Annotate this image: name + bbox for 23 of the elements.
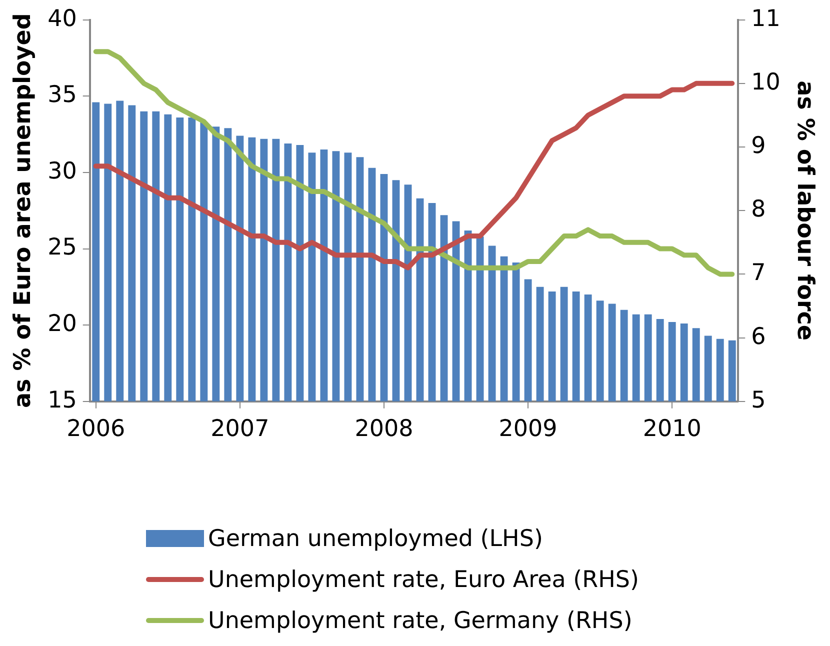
y2-tick-label: 11 — [751, 6, 780, 32]
y-tick-label: 40 — [48, 6, 77, 32]
y-tick-label: 35 — [48, 82, 77, 108]
x-tick-label: 2006 — [66, 416, 126, 442]
y-tick-label: 15 — [48, 387, 77, 414]
y-tick-label: 30 — [48, 158, 77, 184]
y2-tick-label: 8 — [751, 196, 766, 223]
y2-tick-label: 10 — [751, 69, 780, 96]
y2-tick-label: 5 — [751, 387, 766, 414]
x-tick-label: 2010 — [642, 416, 702, 442]
y2-tick-label: 9 — [751, 132, 766, 159]
y2-axis-title: as % of labour force — [792, 80, 818, 341]
legend-label: Unemployment rate, Euro Area (RHS) — [208, 566, 639, 592]
legend-label: Unemployment rate, Germany (RHS) — [208, 608, 632, 634]
legend-label: German unemploymed (LHS) — [208, 526, 543, 552]
y-tick-label: 20 — [48, 311, 77, 338]
x-tick-label: 2007 — [210, 416, 270, 442]
y-axis-title: as % of Euro area unemployed — [10, 13, 36, 408]
x-tick-label: 2008 — [354, 416, 414, 442]
x-tick-label: 2009 — [498, 416, 558, 442]
y-tick-label: 25 — [48, 234, 77, 261]
y2-tick-label: 7 — [751, 260, 766, 286]
y2-tick-label: 6 — [751, 324, 766, 350]
